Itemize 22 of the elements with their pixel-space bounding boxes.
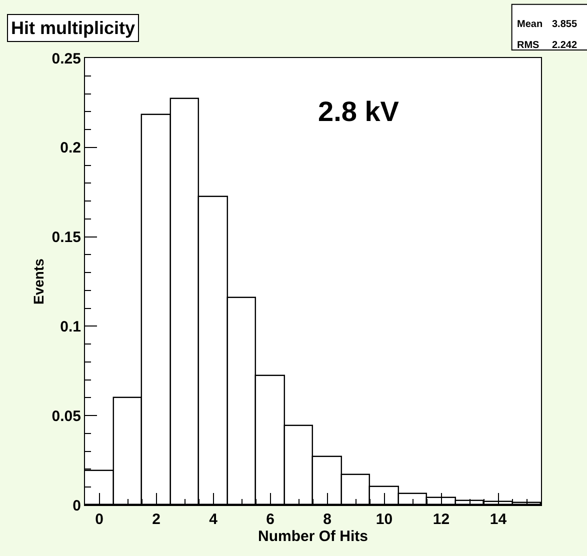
y-tick-label: 0.1 [60,318,81,336]
x-tick-label: 0 [95,511,104,528]
text: Mean [517,19,543,30]
y-tick-label: 0 [72,497,81,514]
x-tick-label: 12 [432,511,450,528]
x-tick-label: 14 [490,511,508,528]
annotation: 2.8 kV [318,96,400,127]
x-tick-label: 2 [152,511,160,528]
y-axis-title: Events [30,258,46,304]
chart-title: Hit multiplicity [11,18,136,38]
text: RMS [517,40,540,51]
x-tick-label: 8 [323,511,332,528]
x-axis-title: Number Of Hits [258,528,368,545]
text: 2.242 [552,40,578,51]
text: 3.855 [552,19,578,30]
x-tick-label: 6 [266,511,274,528]
y-tick-label: 0.15 [52,229,81,246]
x-tick-label: 4 [209,511,218,528]
y-tick-label: 0.25 [52,50,81,68]
x-tick-label: 10 [376,511,393,528]
y-tick-label: 0.2 [60,140,81,157]
y-tick-label: 0.05 [52,408,81,425]
